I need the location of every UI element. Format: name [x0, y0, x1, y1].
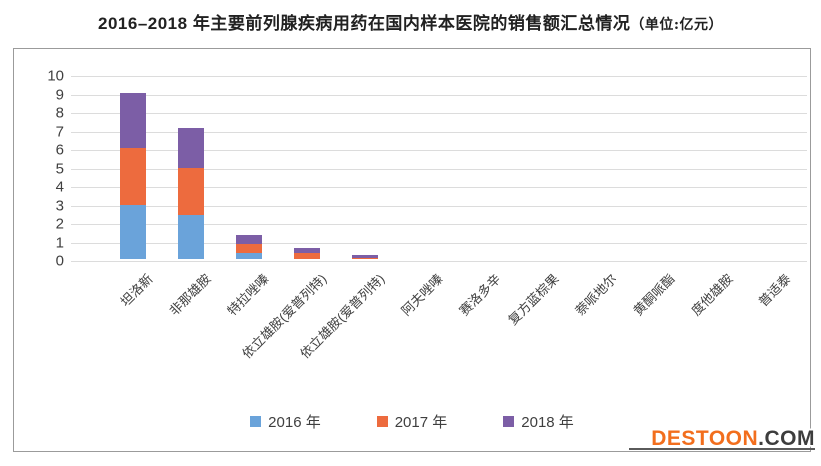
chart-title-text: 2016–2018 年主要前列腺疾病用药在国内样本医院的销售额汇总情况: [98, 14, 631, 33]
legend-swatch-icon: [503, 416, 515, 427]
x-axis-category-label: 度他雄胺: [688, 271, 736, 319]
legend-label: 2016 年: [268, 414, 321, 431]
bar-segment: [294, 253, 320, 259]
bar-segment: [120, 92, 146, 148]
y-axis-tick-label: 9: [55, 86, 64, 103]
y-axis-tick-label: 1: [55, 234, 64, 251]
chart-plot-container: 0 1 2 3 4 5 6 7 8 9 10 坦洛新 非那雄胺 特拉唑嗪 依立雄胺(爱普列特) 依立雄胺(爱…: [13, 48, 811, 452]
watermark-site-name: DESTOON: [651, 427, 759, 450]
y-axis-tick-label: 2: [55, 215, 64, 233]
gridline: [71, 205, 807, 207]
gridline: [71, 261, 807, 262]
legend-item: 2016 年: [250, 411, 321, 432]
gridline: [71, 168, 807, 170]
legend-item: 2018 年: [503, 411, 574, 432]
x-axis-category-label: 普适泰: [755, 271, 794, 310]
y-axis-tick-label: 10: [47, 67, 64, 85]
gridline: [71, 76, 807, 77]
bar-segment: [178, 127, 204, 169]
y-axis-tick-label: 8: [55, 104, 64, 122]
y-axis-tick-label: 6: [55, 141, 64, 159]
gridline: [71, 242, 807, 244]
bar-segment: [352, 255, 378, 259]
bar-segment: [120, 205, 146, 259]
x-axis-category-label: 特拉唑嗪: [224, 271, 272, 319]
x-axis-category-label: 萘哌地尔: [572, 271, 620, 319]
bar-segment: [178, 168, 204, 215]
chart-title-unit: （单位:亿元）: [630, 17, 723, 33]
gridline: [71, 150, 807, 151]
bar-segment: [236, 234, 262, 245]
y-axis-tick-label: 0: [55, 252, 64, 270]
x-axis-category-label: 复方蓝棕果: [505, 271, 562, 328]
y-axis-tick-label: 5: [55, 160, 64, 177]
legend-label: 2018 年: [521, 414, 574, 431]
legend-swatch-icon: [250, 416, 262, 427]
x-axis-category-label: 赛洛多辛: [456, 271, 504, 319]
bar-segment: [120, 148, 146, 206]
bar-segment: [294, 247, 320, 254]
watermark-underline: [629, 448, 815, 450]
bar-segment: [236, 244, 262, 253]
y-axis-tick-label: 7: [55, 123, 64, 140]
gridline: [71, 131, 807, 133]
bar-segment: [352, 258, 378, 259]
legend-item: 2017 年: [376, 411, 448, 432]
bar-segment: [236, 252, 262, 259]
watermark: DESTOON.COM: [651, 427, 815, 451]
x-axis-category-label: 坦洛新: [117, 271, 156, 310]
x-axis-category-label: 黄酮哌酯: [630, 271, 678, 319]
chart-legend: 2016 年 2017 年 2018 年: [14, 411, 810, 432]
gridline: [71, 94, 807, 96]
y-axis-tick-label: 4: [55, 178, 64, 196]
gridline: [71, 113, 807, 114]
legend-swatch-icon: [376, 416, 388, 427]
x-axis-category-label: 阿夫唑嗪: [398, 271, 446, 319]
legend-label: 2017 年: [394, 414, 448, 431]
bar-segment: [178, 214, 204, 259]
gridline: [71, 224, 807, 225]
gridline: [71, 187, 807, 188]
y-axis-tick-label: 3: [55, 197, 64, 214]
x-axis-category-label: 非那雄胺: [166, 271, 214, 319]
watermark-tld: .COM: [758, 427, 815, 450]
chart-title: 2016–2018 年主要前列腺疾病用药在国内样本医院的销售额汇总情况（单位:亿…: [0, 9, 821, 34]
